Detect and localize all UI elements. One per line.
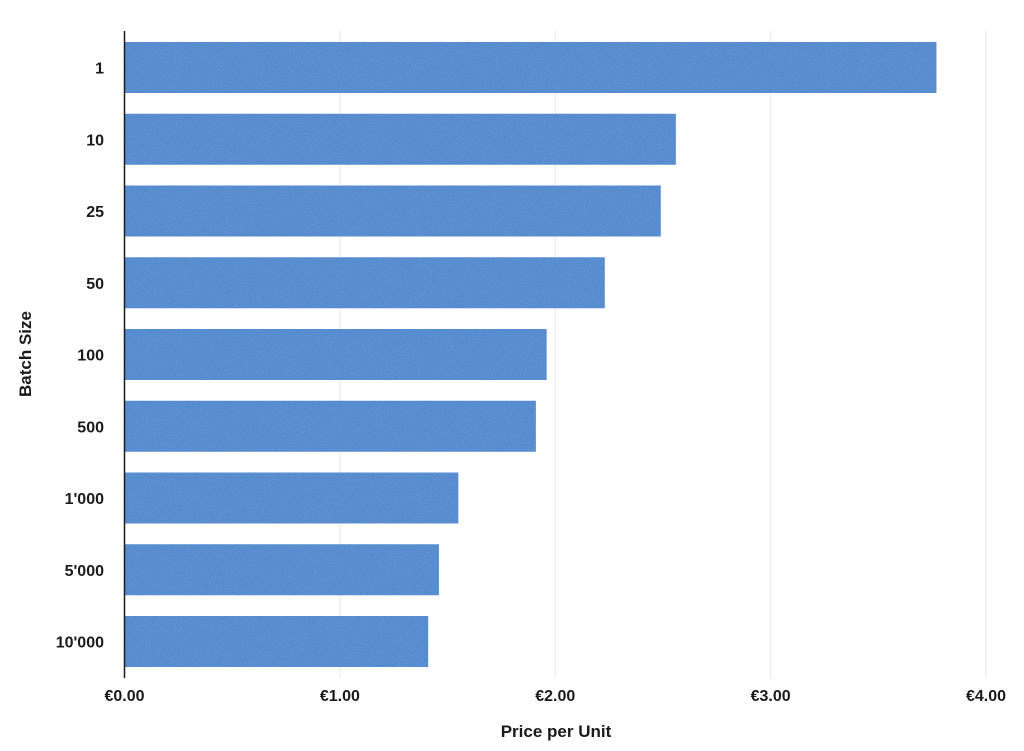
y-tick-label: 50	[86, 276, 104, 293]
y-tick-label: 5'000	[65, 563, 105, 580]
bar	[124, 400, 536, 452]
x-axis-title: Price per Unit	[501, 722, 612, 741]
y-tick-label: 10'000	[56, 635, 104, 652]
y-tick-label: 10	[86, 132, 104, 149]
x-tick-label: €0.00	[104, 688, 144, 705]
x-tick-label: €1.00	[320, 688, 360, 705]
bar	[124, 185, 661, 237]
y-axis-title: Batch Size	[16, 311, 35, 397]
y-tick-label: 500	[77, 419, 104, 436]
bar	[124, 257, 605, 309]
x-tick-label: €2.00	[535, 688, 575, 705]
bar	[124, 616, 429, 667]
bar	[124, 329, 547, 380]
y-tick-label: 1'000	[65, 491, 105, 508]
y-tick-label: 100	[77, 348, 104, 365]
bars	[124, 42, 937, 667]
y-tick-label: 1	[95, 61, 104, 78]
x-tick-label: €4.00	[966, 688, 1006, 705]
y-tick-label: 25	[86, 204, 104, 221]
bar	[124, 113, 676, 165]
axes: €0.00 €1.00 €2.00 €3.00 €4.00 1 10 25 50 100 500 1'…	[56, 31, 1006, 705]
bar	[124, 544, 439, 596]
bar	[124, 42, 937, 93]
bar	[124, 472, 459, 524]
x-tick-label: €3.00	[751, 688, 791, 705]
